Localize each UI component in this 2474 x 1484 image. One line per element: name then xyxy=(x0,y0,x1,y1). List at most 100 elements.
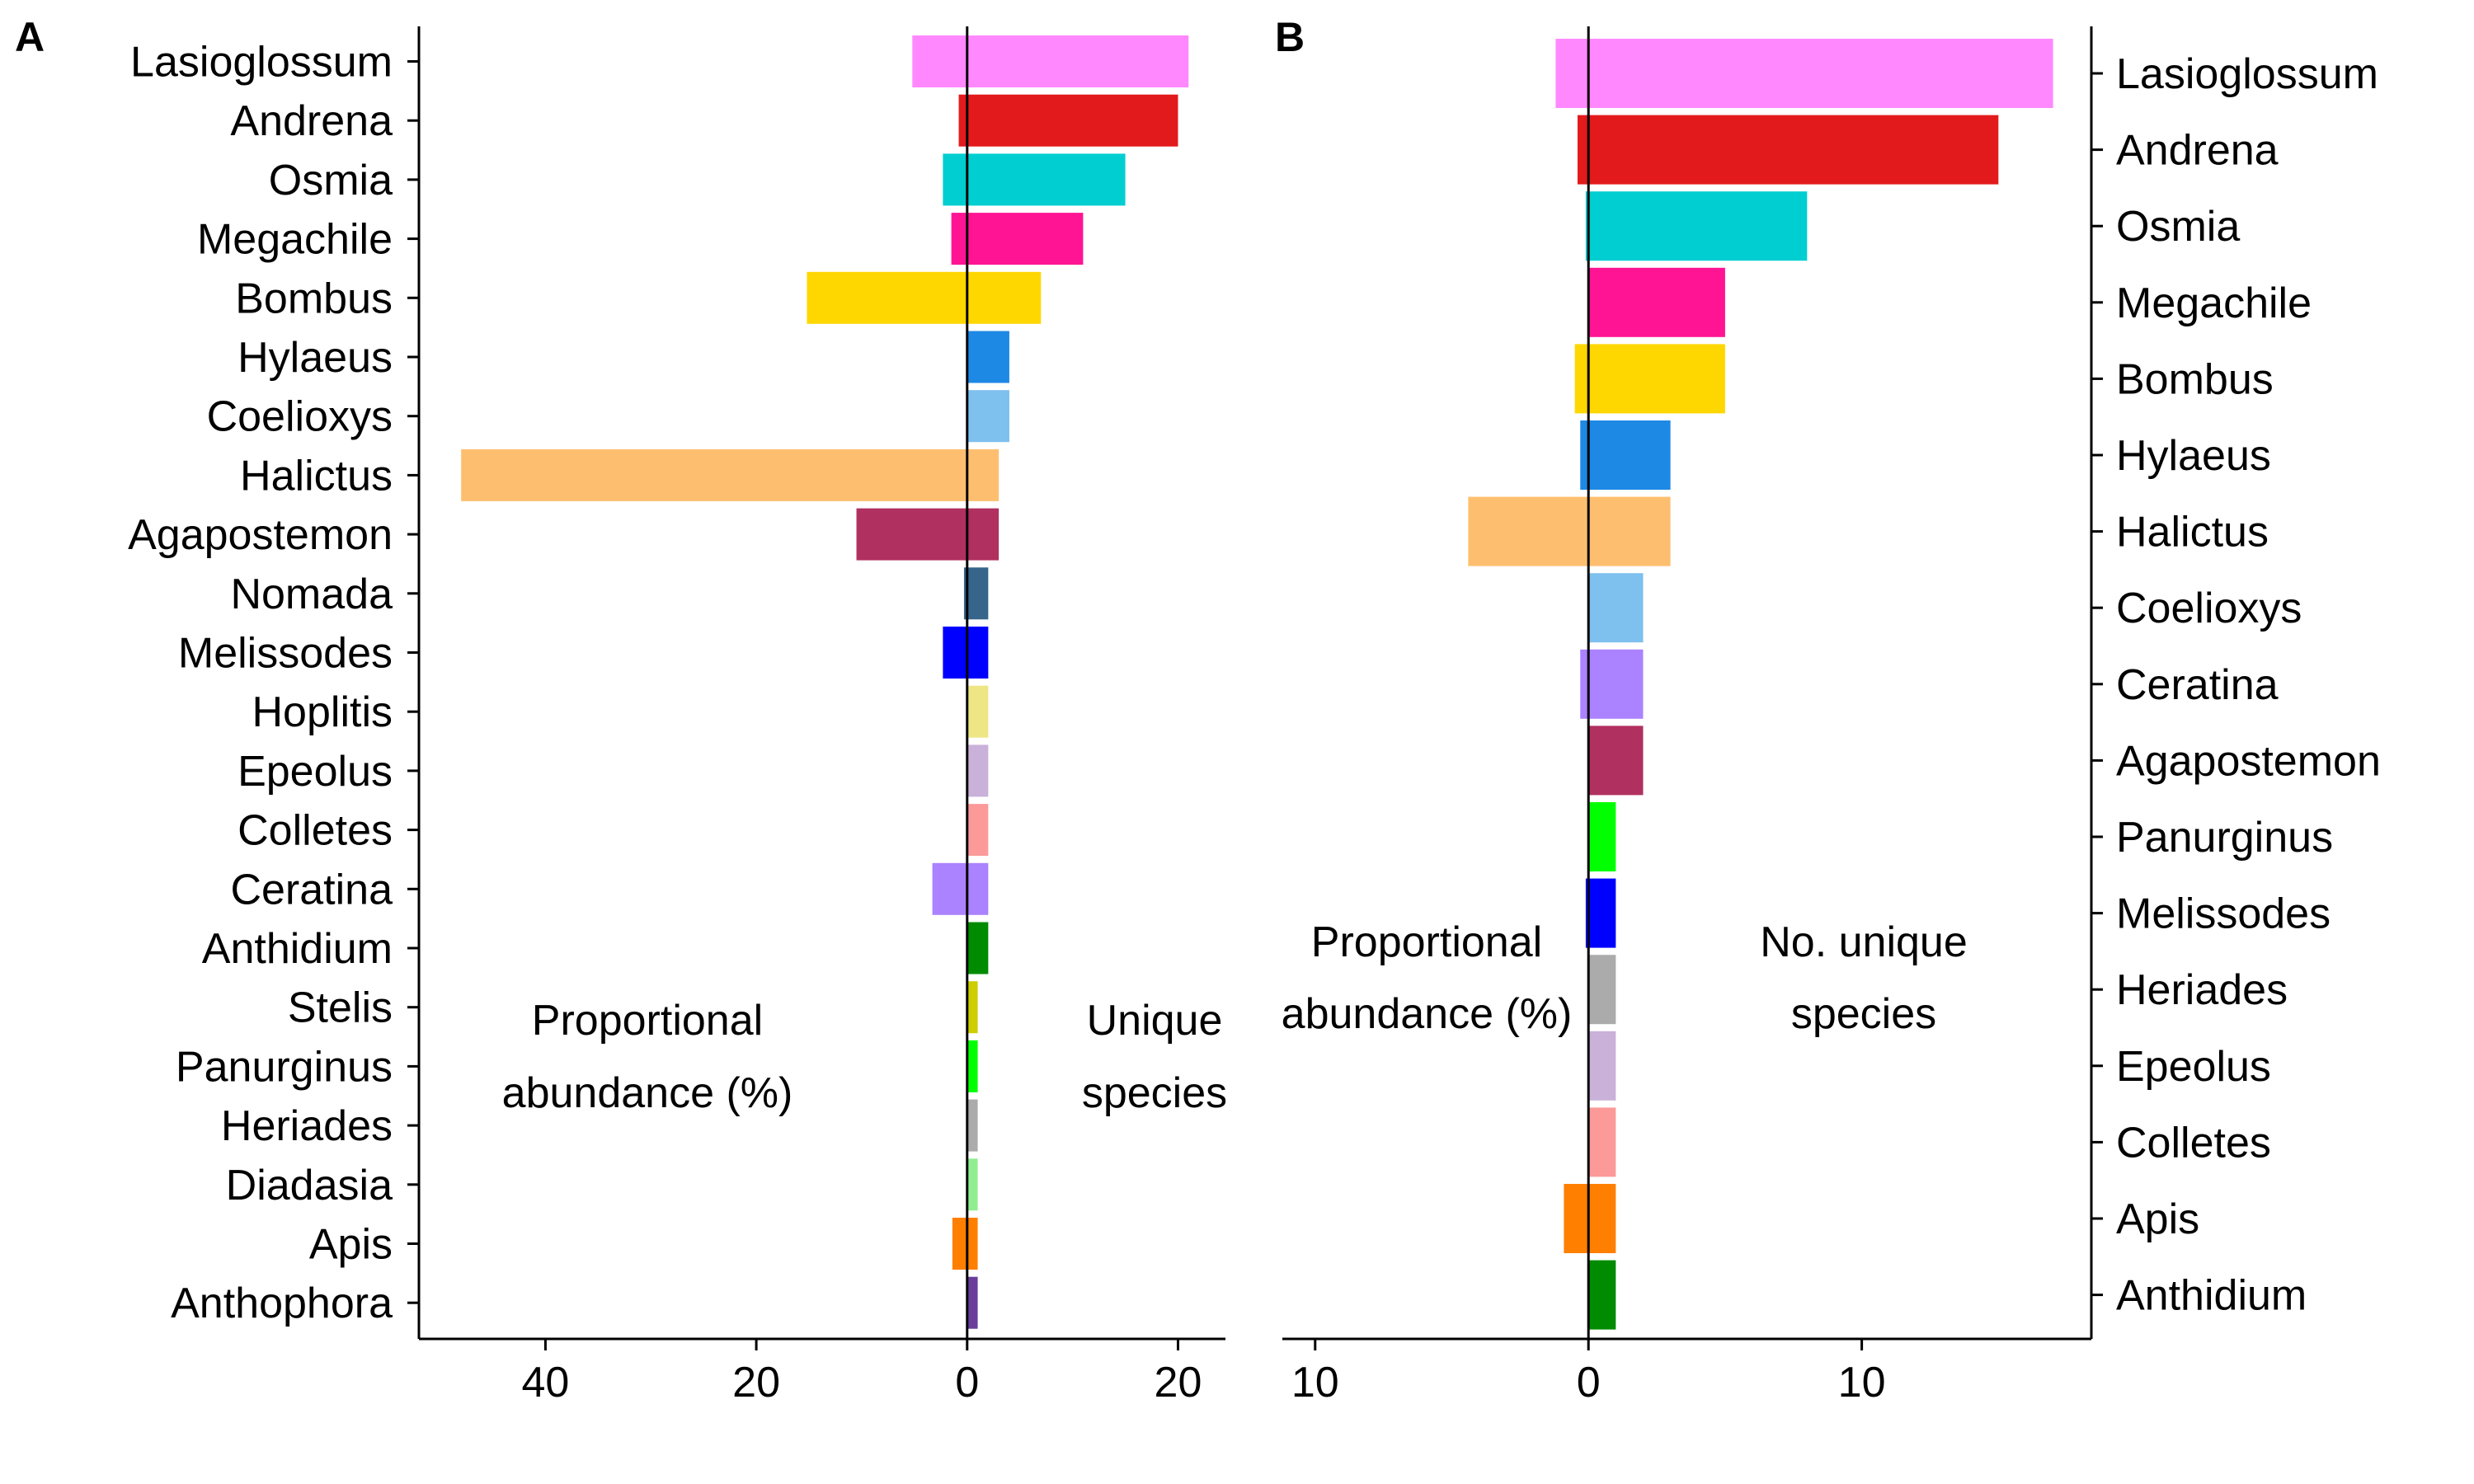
category-label: Ceratina xyxy=(2116,661,2279,709)
bar-unique-species xyxy=(967,744,989,797)
category-label: Coelioxys xyxy=(207,393,393,441)
bar-unique-species xyxy=(967,804,989,857)
x-tick-label: 40 xyxy=(521,1359,569,1407)
category-label: Lasioglossum xyxy=(2116,50,2378,98)
bar-unique-species xyxy=(1588,1031,1616,1101)
x-tick-label: 20 xyxy=(1155,1359,1202,1407)
category-label: Hylaeus xyxy=(2116,432,2271,480)
category-label: Osmia xyxy=(2116,203,2240,251)
category-label: Bombus xyxy=(2116,355,2274,403)
category-label: Megachile xyxy=(197,216,393,264)
category-label: Coelioxys xyxy=(2116,585,2302,632)
x-tick-label: 10 xyxy=(1838,1359,1886,1407)
category-label: Anthidium xyxy=(2116,1272,2307,1320)
category-label: Epeolus xyxy=(238,748,393,796)
panel-letter: B xyxy=(1275,14,1305,60)
category-label: Ceratina xyxy=(230,866,393,913)
bar-unique-species xyxy=(967,213,1084,265)
bar-unique-species xyxy=(967,862,989,915)
category-label: Megachile xyxy=(2116,279,2312,327)
bar-unique-species xyxy=(967,627,989,679)
category-label: Heriades xyxy=(221,1102,393,1150)
category-label: Hylaeus xyxy=(238,334,393,382)
category-label: Halictus xyxy=(240,452,393,500)
bar-unique-species xyxy=(1588,39,2053,108)
bar-unique-species xyxy=(1588,344,1725,414)
category-label: Epeolus xyxy=(2116,1043,2271,1091)
bar-abundance xyxy=(1585,191,1589,261)
bar-abundance xyxy=(932,862,967,915)
bar-unique-species xyxy=(1588,573,1644,643)
bar-unique-species xyxy=(967,271,1042,324)
bar-abundance xyxy=(1468,496,1589,566)
annotation-right: species xyxy=(1791,990,1936,1038)
bar-unique-species xyxy=(967,390,1009,443)
bar-unique-species xyxy=(1588,1184,1616,1253)
bar-unique-species xyxy=(967,94,1178,147)
annotation-left: Proportional xyxy=(1311,918,1542,966)
bar-abundance xyxy=(1580,420,1589,490)
bar-unique-species xyxy=(967,922,989,974)
category-label: Andrena xyxy=(2116,127,2279,175)
x-tick-label: 10 xyxy=(1291,1359,1339,1407)
category-label: Melissodes xyxy=(178,630,393,678)
bar-unique-species xyxy=(1588,496,1671,566)
bar-unique-species xyxy=(967,508,999,561)
bar-unique-species xyxy=(967,331,1009,383)
bar-abundance xyxy=(1555,39,1589,108)
bar-abundance xyxy=(952,1218,967,1270)
bar-unique-species xyxy=(967,685,989,738)
category-label: Andrena xyxy=(230,97,393,145)
bar-abundance xyxy=(943,153,967,206)
bar-abundance xyxy=(1577,115,1589,185)
category-label: Osmia xyxy=(269,157,393,204)
category-label: Halictus xyxy=(2116,509,2269,556)
bar-unique-species xyxy=(967,1040,978,1092)
category-label: Anthophora xyxy=(171,1280,393,1327)
panel-b: B Lasioglossum Andrena Osmia Megachile Bombus… xyxy=(1275,14,2381,1407)
annotations: Proportional abundance (%) No. unique speci… xyxy=(1282,918,1968,1038)
annotation-right: No. unique xyxy=(1760,918,1968,966)
bar-abundance xyxy=(807,271,967,324)
bar-unique-species xyxy=(967,35,1189,87)
bar-abundance xyxy=(1564,1184,1589,1253)
bar-unique-species xyxy=(967,448,999,501)
category-label: Apis xyxy=(309,1221,393,1269)
bar-abundance xyxy=(856,508,967,561)
bar-unique-species xyxy=(1588,267,1725,337)
x-tick-label: 0 xyxy=(955,1359,979,1407)
category-label: Nomada xyxy=(230,571,393,618)
bar-unique-species xyxy=(1588,191,1808,261)
category-label: Colletes xyxy=(2116,1119,2271,1167)
category-label: Agapostemon xyxy=(128,511,393,559)
panel-a: A Lasioglossum Andrena Osmia Megachile Bombus… xyxy=(15,14,1227,1407)
category-label: Apis xyxy=(2116,1195,2199,1243)
annotation-right: Unique xyxy=(1087,997,1223,1045)
category-label: Stelis xyxy=(288,984,393,1032)
bar-unique-species xyxy=(1588,955,1616,1025)
bar-unique-species xyxy=(1588,878,1616,948)
annotation-right: species xyxy=(1082,1069,1227,1117)
panel-letter: A xyxy=(15,14,45,60)
annotation-left: Proportional xyxy=(532,997,763,1045)
bar-unique-species xyxy=(1588,420,1671,490)
category-label: Panurginus xyxy=(2116,814,2333,862)
category-label: Hoplitis xyxy=(252,688,393,736)
bar-abundance xyxy=(951,213,967,265)
bar-abundance xyxy=(912,35,967,87)
bar-unique-species xyxy=(967,1276,978,1329)
x-tick-label: 20 xyxy=(732,1359,780,1407)
bar-unique-species xyxy=(967,1158,978,1211)
bar-unique-species xyxy=(967,1099,978,1152)
category-label: Diadasia xyxy=(226,1162,393,1209)
category-label: Lasioglossum xyxy=(130,39,393,87)
annotation-left: abundance (%) xyxy=(1282,990,1573,1038)
bar-abundance xyxy=(1585,878,1589,948)
category-label: Agapostemon xyxy=(2116,737,2381,785)
category-label: Heriades xyxy=(2116,966,2288,1014)
bar-unique-species xyxy=(1588,1260,1616,1330)
x-tick-label: 0 xyxy=(1577,1359,1601,1407)
bar-unique-species xyxy=(967,567,989,620)
bar-unique-species xyxy=(1588,802,1616,871)
